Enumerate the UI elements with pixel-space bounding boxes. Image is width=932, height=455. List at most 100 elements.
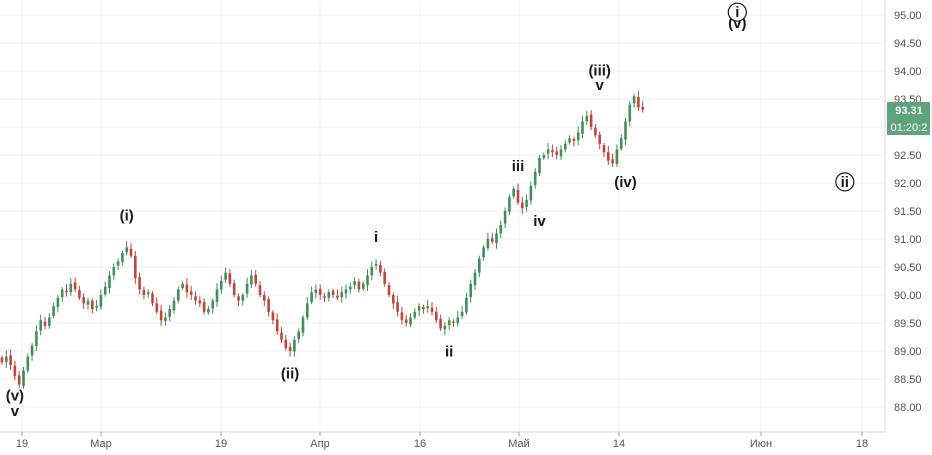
last-price-value: 93.31 [895,105,923,117]
candle-body [168,309,171,317]
time-tick-label: 14 [613,438,625,450]
candle-body [60,289,64,298]
candle-body [250,275,253,285]
candle-body [22,370,25,386]
candle-body [374,264,378,266]
candle-body [512,188,515,197]
candle-body [232,283,236,295]
circled-wave-marker [835,172,855,192]
candle-body [103,286,107,295]
candle-body [615,149,619,165]
candle-body [521,202,524,209]
candle-body [13,365,17,377]
wave-label: i [374,229,378,246]
wave-label: (i) [120,208,134,225]
candle-body [185,284,189,293]
candle-body [413,311,417,318]
candle-body [69,283,73,293]
candle-body [529,185,533,201]
candle-body [349,286,352,290]
candle-body [65,290,68,293]
candle-body [594,127,597,136]
candle-body [56,297,60,307]
candle-body [490,238,494,242]
candle-body [17,375,21,385]
candle-body [297,331,300,340]
candle-body [138,276,141,290]
candle-body [340,292,343,298]
candle-body [181,283,184,289]
candle-body [43,321,47,326]
candle-body [280,332,283,340]
candle-body [142,290,146,295]
candle-body [607,152,610,161]
time-tick-label: 19 [215,438,227,450]
time-tick-label: Апр [310,438,329,450]
candle-body [551,150,554,153]
candle-body [228,273,232,284]
candle-body [581,121,584,134]
candle-body [5,356,8,363]
candle-body [78,290,81,298]
candle-body [129,248,133,256]
candle-body [568,138,571,143]
candle-body [546,149,550,154]
candle-body [632,96,636,104]
candle-body [555,151,558,155]
price-tick-label: 90.00 [894,290,922,302]
candle-body [602,145,606,153]
candle-body [435,311,438,321]
candle-body [263,295,266,301]
candle-body [48,317,51,326]
wave-label: v [596,77,605,94]
candle-body [116,261,120,266]
candle-body [430,307,434,312]
candle-body [254,274,257,284]
candle-body [542,155,546,158]
candle-body [177,289,180,301]
time-axis[interactable]: 19 Мар 19 Апр 16 Май 14 Июн 18 [0,431,885,450]
candle-body [508,197,511,212]
time-tick-label: 18 [856,438,868,450]
candle-body [198,300,202,304]
candle-body [499,225,503,234]
candle-body [478,258,481,273]
candle-body [39,320,42,331]
candle-body [516,189,520,203]
wave-label: ii [445,344,453,361]
candle-body [370,267,374,276]
candle-body [460,311,464,317]
candle-body [82,297,85,304]
time-tick-label: 19 [16,438,28,450]
candle-body [576,132,580,141]
price-axis[interactable]: 95.0094.5094.0093.5093.0092.5092.0091.50… [884,0,922,432]
candle-body [9,355,12,365]
candle-body [293,339,296,352]
candle-body [331,290,335,295]
candle-body [396,302,399,312]
candle-body [310,292,313,303]
candle-body [469,283,472,298]
candle-body [598,134,601,144]
candle-body [172,300,176,311]
candle-body [327,292,331,298]
candle-body [353,281,356,286]
candle-body [112,267,116,276]
candle-body [439,318,442,329]
candle-body [159,310,163,321]
candle-body [628,104,632,122]
grid [0,0,885,432]
candle-body [538,157,541,174]
candle-body [417,306,421,311]
wave-label: (iv) [614,174,637,191]
candle-body [241,295,245,301]
candle-body [641,106,644,110]
candle-body [443,325,447,330]
candle-body [482,247,485,258]
candle-body [151,293,154,304]
candle-body [318,288,322,295]
price-tick-label: 94.00 [894,66,922,78]
